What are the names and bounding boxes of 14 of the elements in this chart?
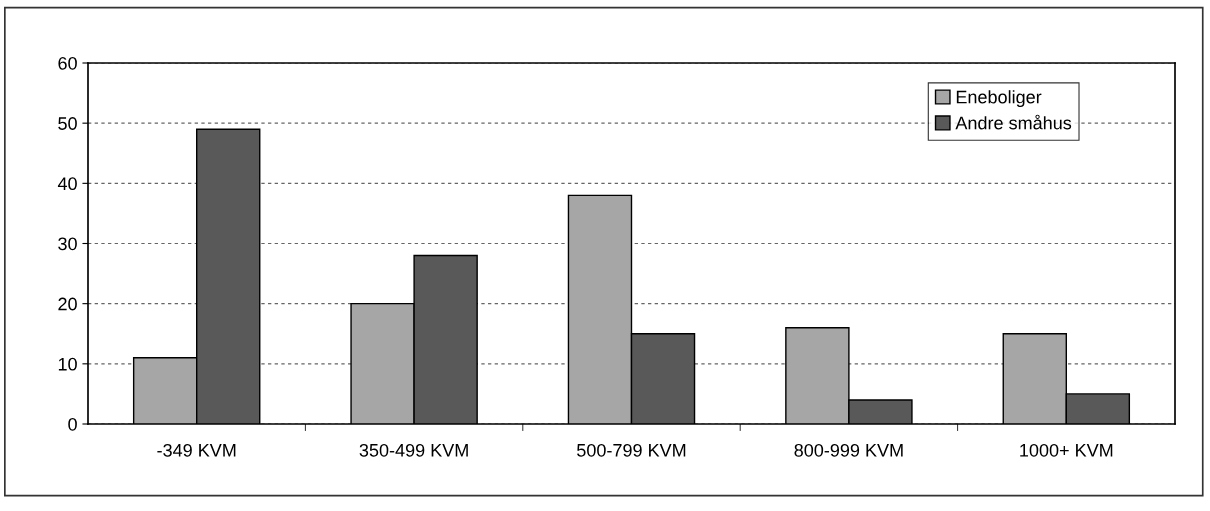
legend-label: Eneboliger bbox=[956, 90, 1042, 108]
y-tick-label: 0 bbox=[68, 417, 77, 431]
legend-label: Andre småhus bbox=[955, 114, 1072, 130]
x-tick-label: 800-999 KVM bbox=[794, 443, 903, 457]
y-tick-label: 60 bbox=[58, 56, 77, 70]
y-tick-label: 50 bbox=[58, 117, 77, 130]
x-tick-label: 1000+ KVM bbox=[1020, 443, 1113, 457]
x-tick-label: -349 KVM bbox=[157, 443, 236, 457]
x-tick-label: 350-499 KVM bbox=[359, 443, 468, 457]
y-tick-label: 30 bbox=[58, 237, 77, 251]
y-tick-label: 10 bbox=[58, 357, 77, 371]
y-tick-label: 20 bbox=[58, 297, 77, 311]
x-tick-label: 500-799 KVM bbox=[577, 443, 686, 457]
y-tick-label: 40 bbox=[57, 177, 77, 191]
